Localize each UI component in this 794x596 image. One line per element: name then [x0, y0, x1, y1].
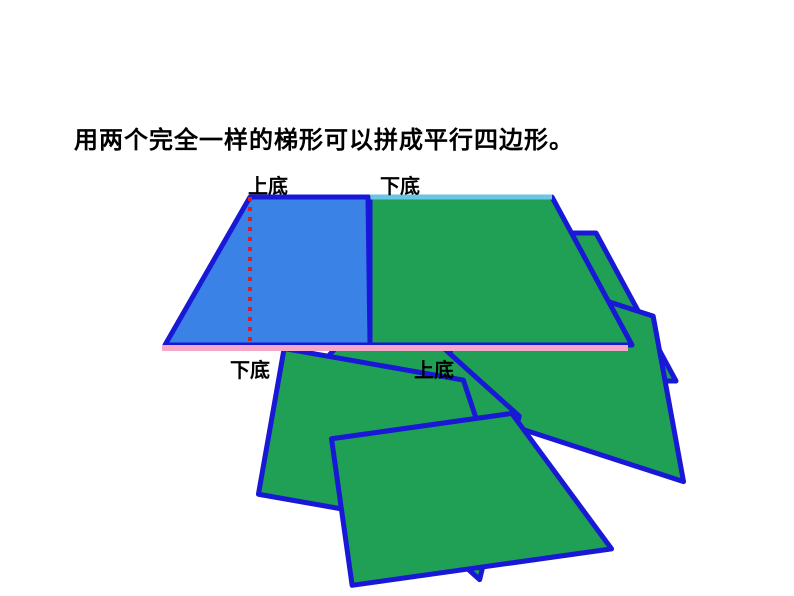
label-bottom-left: 下底 — [230, 354, 270, 383]
main-trapezoid — [165, 197, 370, 345]
diagram-svg — [0, 0, 794, 596]
diagram-stage: 用两个完全一样的梯形可以拼成平行四边形。 上底 下底 下底 上底 — [0, 0, 794, 596]
label-bottom-right: 上底 — [414, 354, 454, 383]
label-top-left: 上底 — [248, 170, 288, 199]
label-top-right: 下底 — [380, 170, 420, 199]
right-trapezoid — [370, 197, 632, 345]
